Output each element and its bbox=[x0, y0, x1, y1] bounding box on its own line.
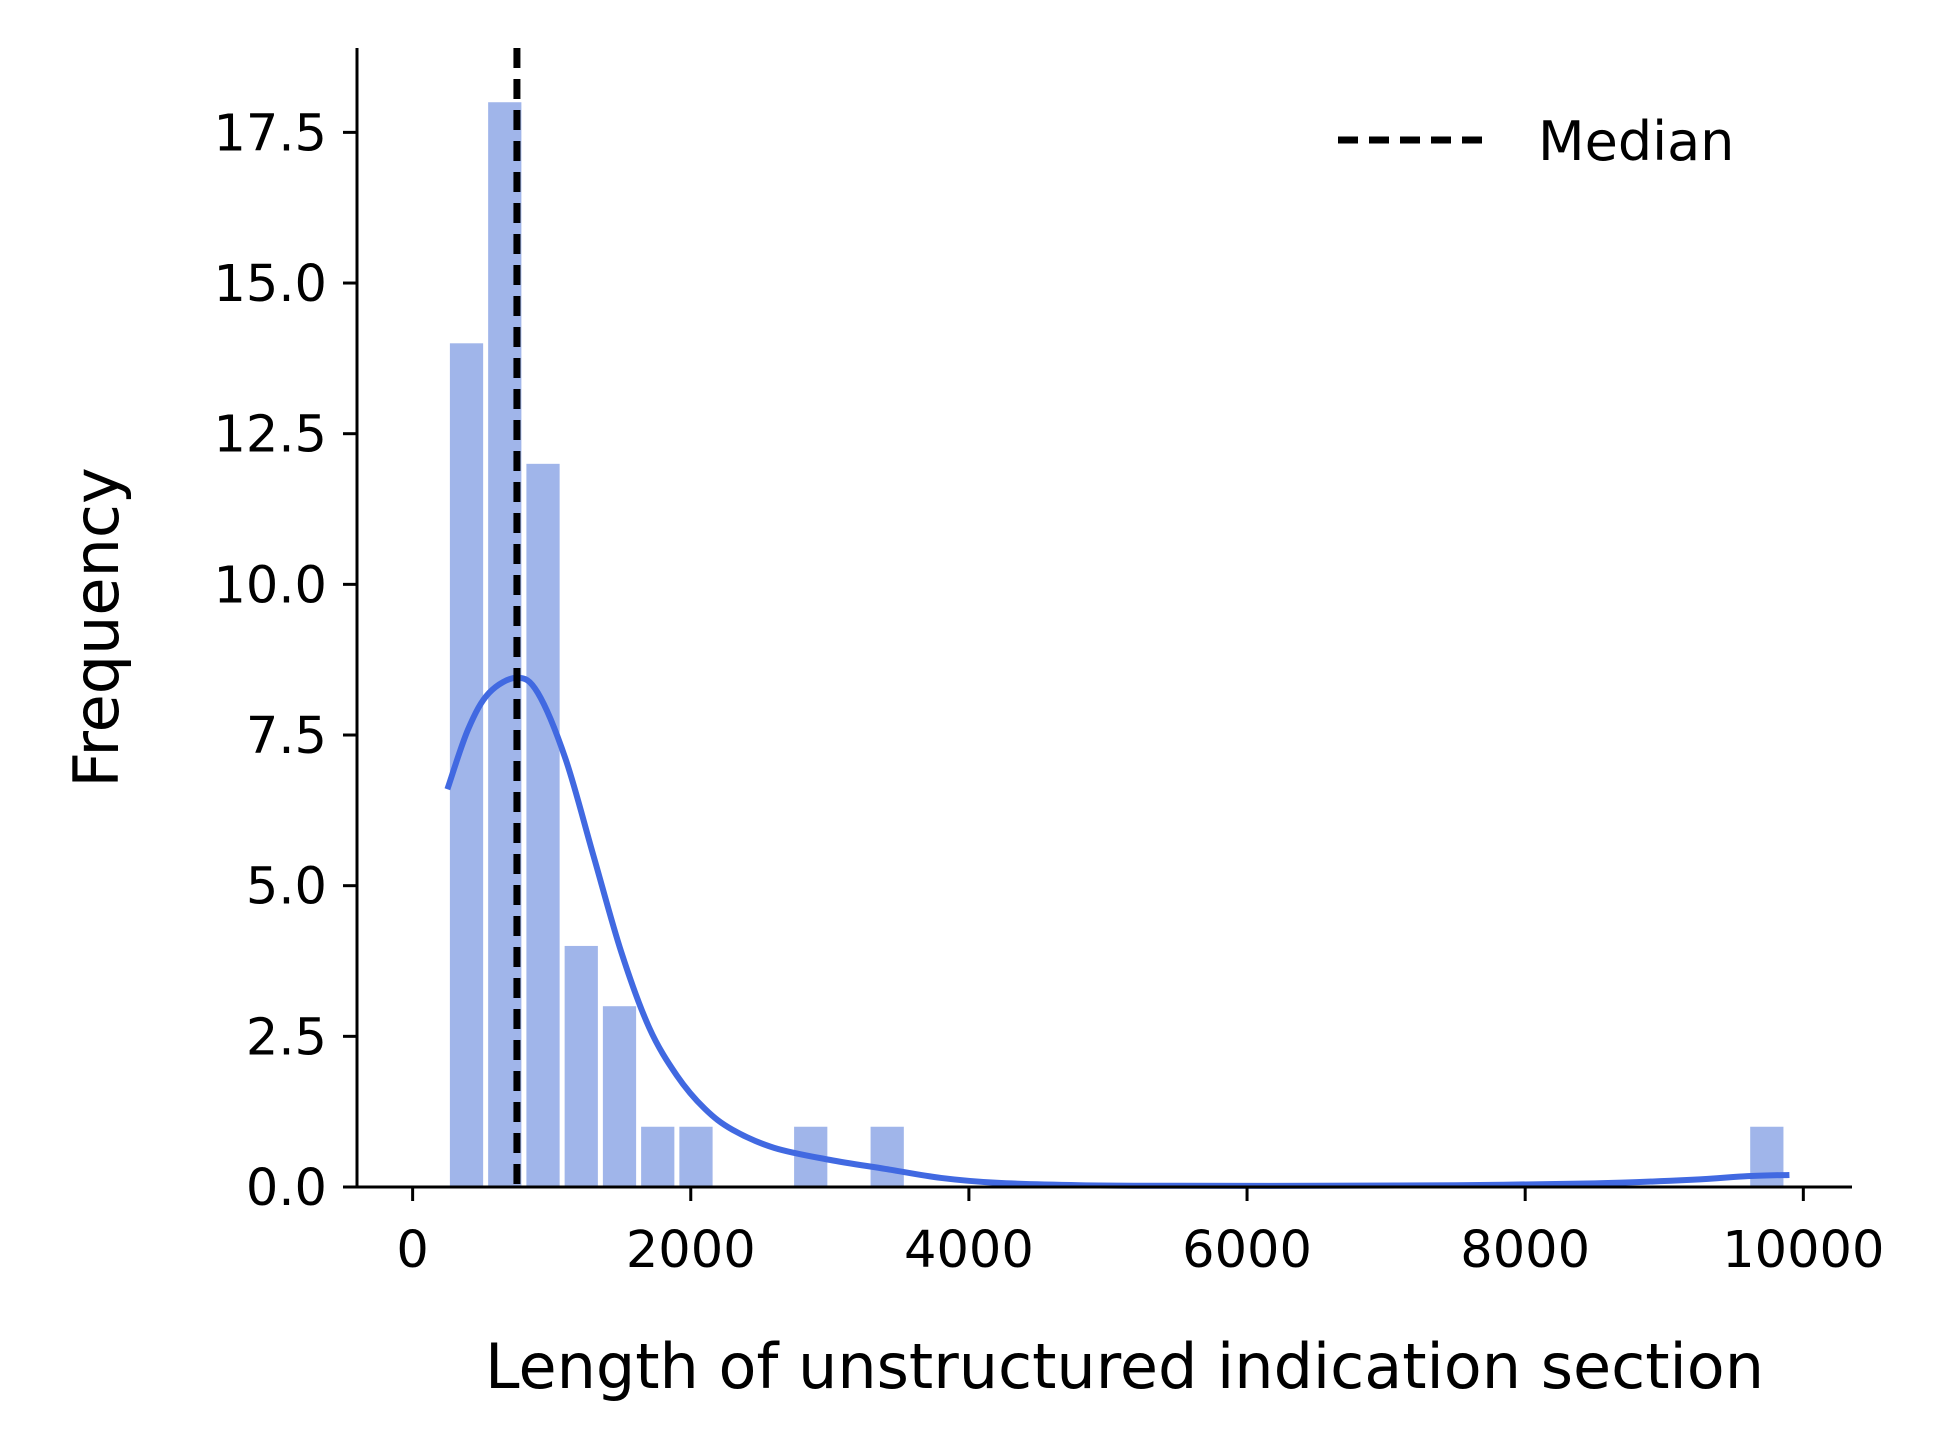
x-tick-label-2: 4000 bbox=[904, 1221, 1034, 1280]
histogram-bar-8 bbox=[870, 1126, 904, 1187]
y-tick-label-1: 2.5 bbox=[246, 1008, 327, 1067]
y-tick-label-5: 12.5 bbox=[213, 406, 327, 465]
histogram-bar-5 bbox=[641, 1126, 675, 1187]
y-tick-label-7: 17.5 bbox=[213, 104, 327, 163]
x-tick-label-5: 10000 bbox=[1722, 1221, 1884, 1280]
histogram-bar-2 bbox=[526, 463, 560, 1187]
x-axis-ticks: 0 2000 4000 6000 8000 10000 bbox=[396, 1187, 1884, 1280]
y-axis-ticks: 0.0 2.5 5.0 7.5 10.0 12.5 15.0 17.5 bbox=[213, 104, 357, 1218]
y-tick-label-2: 5.0 bbox=[246, 858, 327, 917]
legend-median-label: Median bbox=[1538, 110, 1734, 173]
x-tick-label-3: 6000 bbox=[1182, 1221, 1312, 1280]
histogram-bar-6 bbox=[679, 1126, 713, 1187]
y-tick-label-3: 7.5 bbox=[246, 707, 327, 766]
y-tick-label-4: 10.0 bbox=[213, 556, 327, 615]
histogram-bar-4 bbox=[602, 1006, 637, 1187]
y-tick-label-6: 15.0 bbox=[213, 255, 327, 314]
x-tick-label-4: 8000 bbox=[1460, 1221, 1590, 1280]
legend: Median bbox=[1338, 110, 1734, 173]
x-tick-label-0: 0 bbox=[396, 1221, 428, 1280]
histogram-bar-3 bbox=[564, 945, 598, 1187]
x-tick-label-1: 2000 bbox=[626, 1221, 756, 1280]
kde-curve bbox=[444, 674, 1790, 1189]
x-axis-label: Length of unstructured indication sectio… bbox=[485, 1330, 1764, 1403]
y-tick-label-0: 0.0 bbox=[246, 1159, 327, 1218]
y-axis-label: Frequency bbox=[60, 467, 133, 787]
